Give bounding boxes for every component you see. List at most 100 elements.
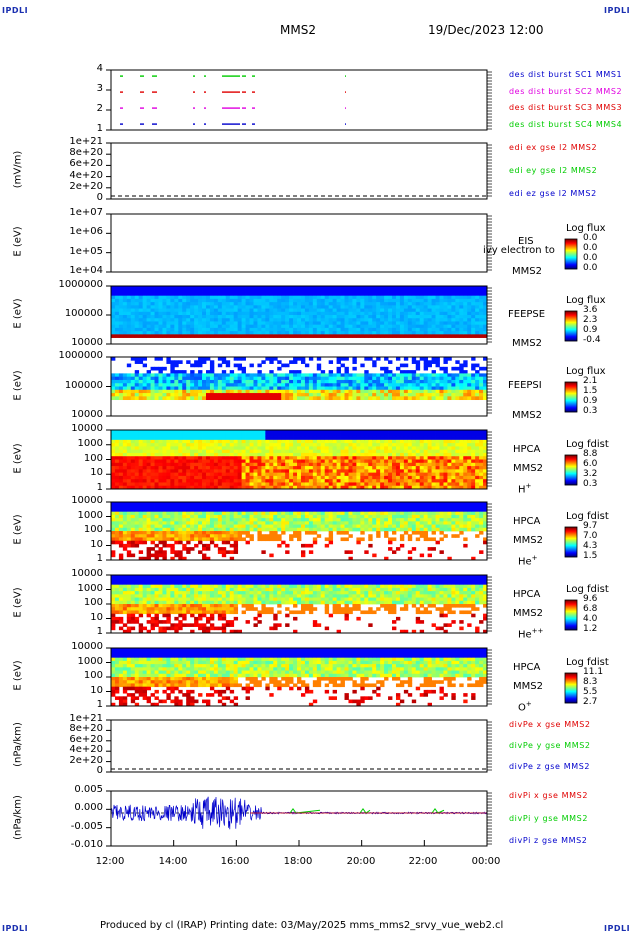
hpca_h-heatmap-cell (265, 472, 270, 477)
feepsi-heatmap-cell (166, 379, 171, 384)
hpca_h-heatmap-cell (225, 452, 231, 457)
hpca_h-heatmap-cell (297, 449, 302, 454)
hpca_h-heatmap-cell (162, 462, 167, 467)
hpca_h-heatmap-cell (241, 449, 246, 454)
hpca_h-heatmap-cell (348, 466, 353, 470)
feepse-heatmap-cell (237, 292, 243, 297)
hpca_h-cbar-cell (565, 472, 577, 474)
hpca_h-heatmap-cell (237, 462, 243, 467)
feepse-heatmap-cell (269, 292, 274, 297)
feepse-heatmap-cell (403, 305, 409, 309)
feepse-heatmap-cell (431, 295, 436, 300)
feepsi-heatmap-cell (130, 376, 136, 381)
hpca_h-heatmap-cell (178, 459, 183, 464)
feepsi-heatmap-cell (356, 393, 361, 397)
feepse-heatmap-cell (245, 321, 250, 326)
hpca_h-heatmap-cell (316, 466, 322, 470)
feepse-heatmap-cell (439, 305, 444, 309)
feepse-heatmap-cell (118, 321, 124, 326)
burst-sc1-segment (242, 123, 246, 125)
hpca_h-heatmap-cell (443, 462, 448, 467)
hpca_h-heatmap-cell (471, 459, 476, 464)
feepse-heatmap-cell (221, 305, 227, 309)
hpca_he-heatmap-cell (221, 540, 227, 545)
feepsi-heatmap-cell (289, 360, 294, 364)
hpca_h-heatmap-cell (114, 439, 120, 444)
feepse-heatmap-cell (221, 331, 227, 335)
feepse-heatmap-cell (483, 315, 488, 319)
hpca_h-heatmap-cell (431, 433, 436, 437)
feepse-heatmap-cell (395, 311, 401, 316)
feepsi-heatmap-cell (479, 386, 484, 391)
feepse-heatmap-cell (273, 324, 278, 329)
feepse-heatmap-cell (447, 298, 452, 303)
feepse-heatmap-cell (380, 298, 385, 303)
feepse-heatmap-cell (376, 321, 381, 326)
feepsi-heatmap-cell (194, 379, 199, 384)
feepse-heatmap-cell (423, 334, 429, 338)
feepse-heatmap-cell (269, 311, 274, 316)
feepse-heatmap-cell (190, 289, 195, 293)
feepse-heatmap-cell (202, 305, 207, 309)
feepsi-heatmap-cell (372, 386, 377, 391)
feepsi-heatmap-cell (134, 386, 140, 391)
feepsi-heatmap-cell (415, 373, 421, 378)
feepsi-heatmap-cell (174, 383, 179, 387)
feepse-heatmap-cell (403, 311, 409, 316)
hpca_h-heatmap-cell (300, 446, 306, 451)
feepse-heatmap-cell (111, 318, 116, 322)
hpca_h-heatmap-cell (150, 462, 155, 467)
hpca_h-heatmap-cell (233, 469, 239, 474)
feepse-heatmap-cell (471, 305, 476, 309)
hpca_he-heatmap-cell (114, 531, 120, 535)
hpca_he-heatmap-cell (118, 511, 124, 516)
hpca_h-heatmap-cell (245, 433, 250, 437)
hpca_he-heatmap-cell (134, 524, 140, 529)
feepse-heatmap-cell (202, 286, 207, 290)
feepsi-heatmap-cell (237, 379, 243, 384)
feepse-heatmap-cell (126, 292, 132, 297)
hpca_h-heatmap-cell (356, 475, 361, 480)
hpca_he-heatmap-cell (182, 518, 187, 522)
feepsi-heatmap-cell (427, 360, 432, 364)
feepse-heatmap-cell (253, 289, 258, 293)
burst-sc3-segment (252, 91, 255, 93)
feepsi-heatmap-cell (162, 389, 167, 394)
feepsi-heatmap-cell (459, 370, 464, 374)
hpca_he-heatmap-cell (233, 508, 239, 513)
feepse-heatmap-cell (130, 327, 136, 332)
feepse-heatmap-cell (202, 315, 207, 319)
feepse-heatmap-cell (324, 331, 330, 335)
hpca_h-heatmap-cell (213, 469, 219, 474)
burst-sc2-segment (252, 107, 255, 109)
hpca_h-heatmap-cell (186, 466, 191, 470)
feepse-heatmap-cell (138, 292, 144, 297)
hpca_h-heatmap-cell (455, 469, 460, 474)
hpca_h-heatmap-cell (166, 430, 171, 434)
hpca_h-heatmap-cell (300, 433, 306, 437)
hpca_he-heatmap-cell (217, 511, 223, 516)
eis-cbar-cell (565, 248, 577, 250)
feepsi-heatmap-cell (174, 396, 179, 401)
hpca_h-heatmap-cell (395, 462, 401, 467)
hpca_h-heatmap-cell (419, 449, 425, 454)
feepsi-heatmap-cell (233, 386, 239, 391)
feepsi-heatmap-cell (356, 379, 361, 384)
feepsi-cbar-cell (565, 391, 577, 393)
hpca_h-heatmap-cell (447, 485, 452, 490)
hpca_h-heatmap-cell (130, 436, 136, 441)
hpca_h-heatmap-cell (134, 469, 140, 474)
feepsi-heatmap-cell (372, 360, 377, 364)
hpca_h-heatmap-cell (332, 475, 337, 480)
hpca_h-heatmap-cell (209, 475, 215, 480)
feepsi-heatmap-cell (435, 376, 440, 381)
hpca_h-heatmap-cell (407, 466, 413, 470)
feepsi-heatmap-cell (269, 393, 274, 397)
hpca_h-heatmap-cell (364, 469, 369, 474)
feepsi-heatmap-cell (364, 370, 369, 374)
hpca_h-heatmap-cell (289, 449, 294, 454)
feepsi-heatmap-cell (174, 389, 179, 394)
hpca_he-heatmap-cell (150, 511, 155, 516)
feepse-heatmap-cell (348, 315, 353, 319)
hpca_he-heatmap-cell (229, 524, 235, 529)
